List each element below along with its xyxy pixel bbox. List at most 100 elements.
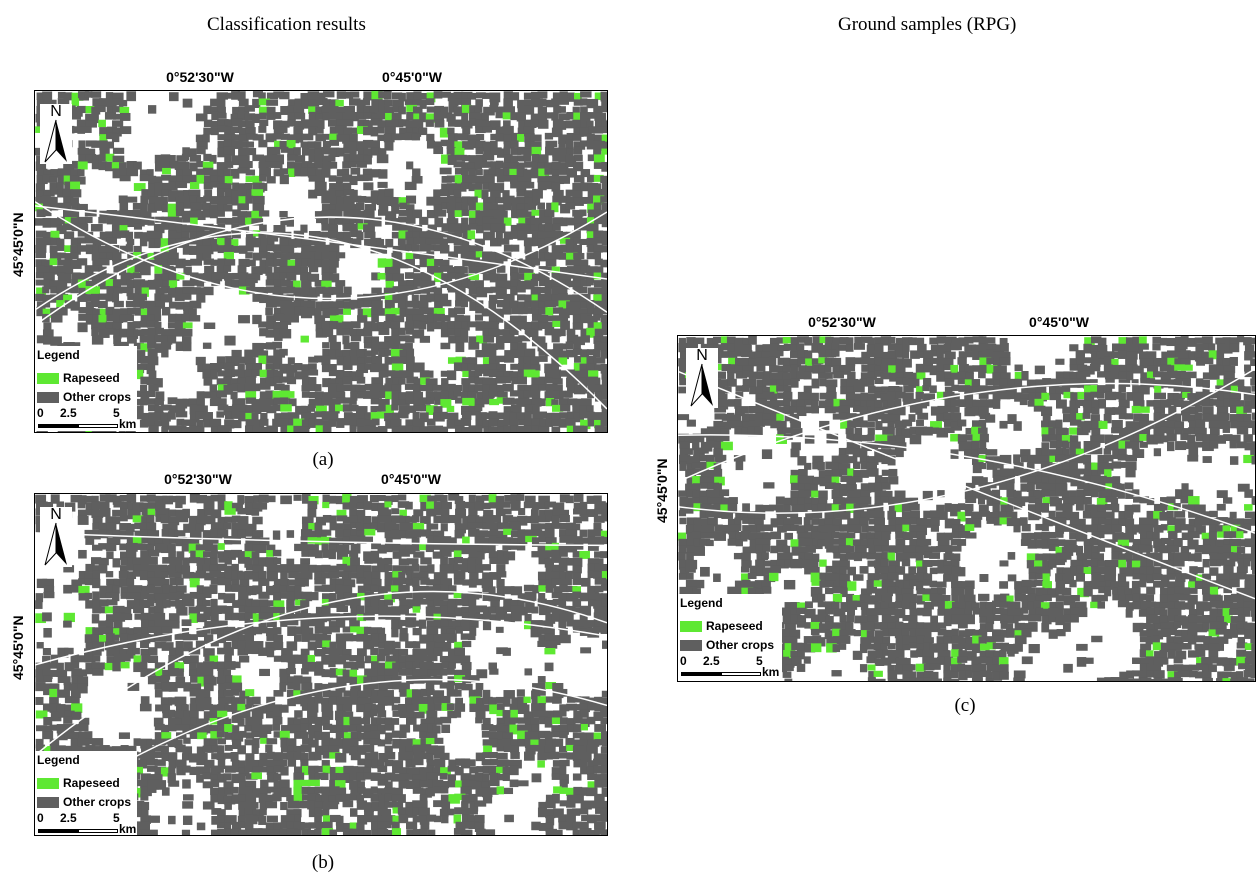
field-parcel [566,168,578,178]
field-parcel [600,106,607,113]
field-parcel [530,509,539,518]
field-parcel [203,551,211,558]
field-parcel [105,516,117,525]
field-parcel [113,536,121,546]
field-parcel [259,350,269,357]
field-parcel [56,724,68,734]
field-parcel [460,300,468,308]
field-parcel [133,627,144,634]
field-parcel [42,725,53,733]
field-parcel [496,216,505,227]
field-parcel [371,593,381,600]
field-parcel [481,161,493,168]
field-parcel [140,696,150,706]
field-parcel [321,259,331,267]
field-parcel [593,251,602,260]
field-parcel [523,356,533,365]
field-parcel [496,752,508,760]
field-parcel [399,633,409,642]
field-parcel [113,628,125,638]
field-parcel [189,613,198,623]
field-parcel [155,598,167,609]
field-parcel [601,753,607,761]
field-parcel [162,710,172,719]
field-parcel [279,259,288,268]
field-parcel [209,204,221,215]
field-parcel [440,716,452,724]
field-parcel [231,239,239,247]
field-parcel [364,419,376,430]
field-parcel [120,308,132,317]
field-parcel [601,369,607,380]
field-parcel [189,279,202,286]
field-parcel [579,293,591,304]
field-parcel [43,209,52,217]
field-parcel [203,675,215,686]
field-parcel [343,592,352,603]
field-parcel [349,397,357,405]
field-parcel [460,329,469,338]
field-parcel [147,398,160,405]
field-parcel [497,204,506,212]
rapeseed-swatch [37,372,59,384]
field-parcel [573,258,582,269]
field-parcel [474,536,485,546]
field-parcel [224,176,233,186]
field-parcel [217,169,228,177]
field-parcel [439,655,449,663]
field-parcel [377,704,385,714]
field-parcel [405,328,414,335]
field-parcel [532,683,543,691]
field-parcel [523,584,535,592]
field-parcel [468,273,480,281]
field-parcel [413,620,423,627]
field-parcel [552,369,562,380]
field-parcel [510,709,518,718]
field-parcel [253,495,261,503]
field-parcel [279,585,290,593]
field-parcel [601,161,607,172]
field-parcel [146,230,158,240]
field-parcel [504,350,516,357]
field-parcel [426,634,436,643]
field-parcel [294,710,303,718]
field-parcel [427,495,437,502]
field-parcel [350,565,362,573]
field-parcel [460,501,470,509]
field-parcel [154,570,166,580]
field-parcel [538,398,546,407]
field-parcel [273,349,286,358]
field-parcel [439,752,450,760]
field-parcel [544,752,553,760]
field-parcel [141,412,151,421]
field-parcel [120,633,129,643]
field-parcel [343,676,353,683]
field-parcel [433,669,443,676]
field-parcel [106,584,116,595]
field-parcel [559,370,569,377]
field-parcel [350,543,361,554]
field-parcel [167,238,177,248]
field-parcel [314,259,325,268]
field-parcel [363,682,375,692]
field-parcel [594,119,607,129]
field-parcel [601,502,607,512]
field-parcel [579,308,590,319]
field-parcel [552,315,564,323]
field-parcel [281,654,289,663]
field-parcel [308,126,318,136]
field-parcel [405,259,415,269]
field-parcel [106,99,117,108]
field-parcel [566,744,574,751]
field-parcel [35,237,47,247]
field-parcel [98,293,107,300]
field-parcel [593,287,606,295]
field-parcel [504,494,514,502]
field-parcel [223,536,233,545]
field-parcel [440,578,453,588]
field-parcel [397,285,409,296]
field-parcel [600,259,607,268]
field-parcel [133,329,145,336]
field-parcel [377,710,387,718]
field-parcel [85,106,95,114]
